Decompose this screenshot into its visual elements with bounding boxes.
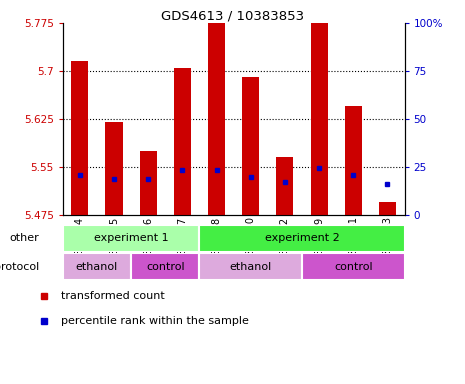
Bar <box>106 122 123 215</box>
Text: ethanol: ethanol <box>230 262 272 272</box>
Text: protocol: protocol <box>0 262 39 272</box>
Bar <box>199 225 405 252</box>
Bar <box>199 253 302 280</box>
Bar <box>71 61 88 215</box>
Bar <box>174 68 191 215</box>
Text: GDS4613 / 10383853: GDS4613 / 10383853 <box>161 10 304 23</box>
Text: transformed count: transformed count <box>61 291 165 301</box>
Bar <box>345 106 362 215</box>
Text: control: control <box>146 262 185 272</box>
Bar <box>131 253 199 280</box>
Bar <box>302 253 405 280</box>
Bar <box>63 253 131 280</box>
Text: ethanol: ethanol <box>76 262 118 272</box>
Bar <box>379 202 396 215</box>
Bar <box>208 23 225 215</box>
Text: experiment 2: experiment 2 <box>265 233 339 243</box>
Bar <box>242 78 259 215</box>
Text: control: control <box>334 262 372 272</box>
Text: other: other <box>9 233 39 243</box>
Bar <box>63 225 199 252</box>
Bar <box>276 157 293 215</box>
Bar <box>140 151 157 215</box>
Bar <box>311 23 328 215</box>
Text: percentile rank within the sample: percentile rank within the sample <box>61 316 249 326</box>
Text: experiment 1: experiment 1 <box>94 233 168 243</box>
